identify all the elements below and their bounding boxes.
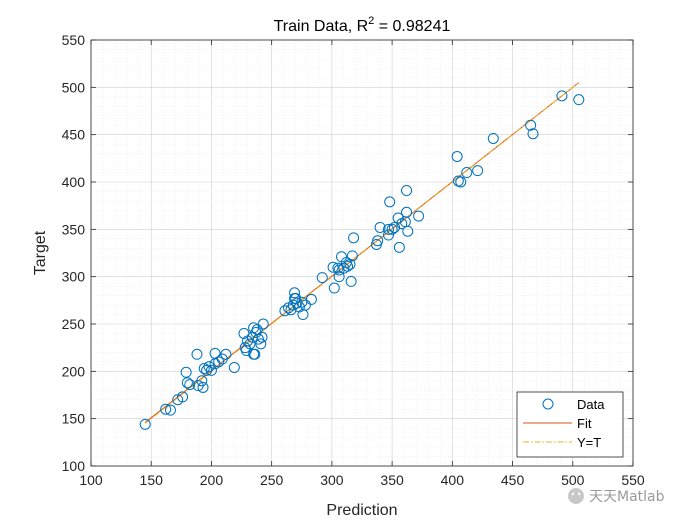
data-point — [386, 223, 398, 235]
data-point — [401, 206, 413, 218]
data-point — [289, 287, 301, 299]
data-point — [164, 404, 176, 416]
data-point — [556, 90, 568, 102]
grid-layer — [90, 39, 634, 467]
legend-fit-label: Fit — [577, 416, 592, 431]
x-tick-label: 200 — [200, 472, 224, 488]
x-tick-label: 250 — [260, 472, 284, 488]
data-point — [249, 348, 261, 360]
y-tick-label: 100 — [62, 458, 86, 474]
y-tick-label: 400 — [62, 174, 86, 190]
data-point — [327, 261, 339, 273]
data-point — [372, 235, 384, 247]
data-point — [384, 196, 396, 208]
data-point — [389, 221, 401, 233]
data-point — [413, 210, 425, 222]
watermark: 天天Matlab — [568, 488, 665, 505]
legend-box — [516, 391, 624, 458]
y-tick-label: 250 — [62, 316, 86, 332]
data-point — [402, 225, 414, 237]
x-tick-label: 550 — [621, 472, 645, 488]
data-point — [197, 381, 209, 393]
data-point — [461, 167, 473, 179]
title-suffix: = 0.98241 — [374, 18, 450, 35]
wechat-icon — [568, 488, 584, 504]
data-point — [346, 250, 358, 262]
x-tick-label: 300 — [320, 472, 344, 488]
data-point — [525, 119, 537, 131]
data-point — [305, 293, 317, 305]
data-point — [392, 212, 404, 224]
data-point — [345, 275, 357, 287]
data-point — [342, 260, 354, 272]
y-tick-label: 150 — [62, 411, 86, 427]
data-point — [244, 338, 256, 350]
x-tick-label: 500 — [561, 472, 585, 488]
data-point — [255, 338, 267, 350]
x-axis-label: Prediction — [326, 502, 397, 519]
data-point — [220, 348, 232, 360]
axes-box — [90, 39, 634, 467]
data-point — [139, 418, 151, 430]
legend-data-marker — [542, 398, 554, 410]
data-point — [472, 165, 484, 177]
y-tick-label: 200 — [62, 363, 86, 379]
data-point — [451, 150, 463, 162]
tick-layer: 100 150 200 250 300 350 400 450 500 550 100 150 200 2… — [62, 32, 645, 488]
identity-line — [144, 82, 580, 424]
data-point — [333, 271, 345, 283]
y-tick-label: 550 — [62, 32, 86, 48]
data-point — [184, 379, 196, 391]
title-superscript: 2 — [368, 15, 374, 27]
x-tick-label: 150 — [140, 472, 164, 488]
data-point — [393, 241, 405, 253]
data-point — [573, 94, 585, 106]
data-point — [160, 403, 172, 415]
y-tick-label: 350 — [62, 221, 86, 237]
y-tick-label: 500 — [62, 79, 86, 95]
data-point — [527, 128, 539, 140]
legend-yt-label: Y=T — [577, 435, 601, 450]
data-point — [455, 176, 467, 188]
data-point — [198, 362, 210, 374]
series-layer — [139, 82, 585, 430]
data-point — [181, 377, 193, 389]
x-tick-label: 400 — [441, 472, 465, 488]
data-point — [382, 229, 394, 241]
watermark-text: 天天Matlab — [589, 489, 665, 505]
data-point — [316, 272, 328, 284]
data-point — [344, 258, 356, 270]
data-point — [374, 221, 386, 233]
data-point — [279, 305, 291, 317]
data-point — [348, 232, 360, 244]
data-point — [191, 348, 203, 360]
title-prefix: Train Data, R — [274, 18, 369, 35]
x-tick-label: 450 — [501, 472, 525, 488]
legend-data-label: Data — [577, 397, 605, 412]
data-point — [257, 318, 269, 330]
data-point — [256, 331, 268, 343]
y-axis-label: Target — [32, 230, 49, 275]
x-tick-label: 100 — [79, 472, 103, 488]
y-tick-label: 450 — [62, 127, 86, 143]
x-tick-label: 350 — [380, 472, 404, 488]
data-point — [205, 364, 217, 376]
data-point — [228, 362, 240, 374]
data-point — [196, 375, 208, 387]
data-point — [328, 282, 340, 294]
data-point — [177, 391, 189, 403]
data-point — [180, 366, 192, 378]
data-point — [299, 299, 311, 311]
data-point — [382, 223, 394, 235]
legend: Data Fit Y=T — [516, 391, 624, 458]
chart-title: Train Data, R2 = 0.98241 — [274, 15, 451, 35]
data-point — [487, 132, 499, 144]
y-tick-label: 300 — [62, 269, 86, 285]
data-point — [213, 356, 225, 368]
data-point — [401, 185, 413, 197]
